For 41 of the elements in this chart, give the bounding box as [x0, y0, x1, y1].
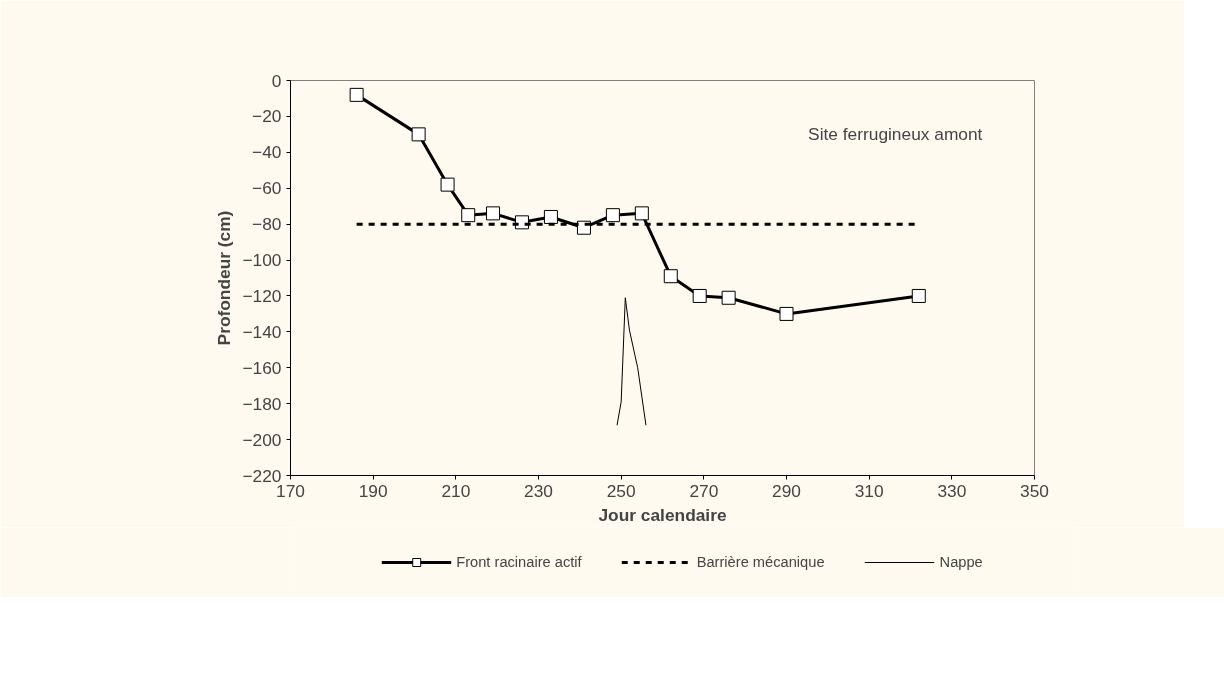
- x-tick-label: 190: [358, 480, 388, 501]
- x-tick-label: 270: [689, 480, 719, 501]
- y-tick-label: −120: [242, 285, 282, 306]
- x-tick-label: 230: [524, 480, 553, 501]
- y-tick-label: −100: [242, 250, 282, 271]
- point: [411, 127, 426, 142]
- y-tick-label: 0: [271, 70, 282, 91]
- y-tick-label: −200: [242, 429, 282, 450]
- x-tick-label: 350: [1020, 480, 1049, 501]
- point: [911, 288, 926, 303]
- x-axis-title: Jour calendaire: [598, 504, 727, 525]
- x-tick-label: 210: [441, 480, 471, 501]
- legend-label: Barrière mécanique: [696, 554, 825, 570]
- y-tick-label: −20: [252, 106, 282, 127]
- point: [543, 209, 558, 224]
- point: [440, 177, 455, 192]
- point: [663, 269, 678, 284]
- y-tick-label: −40: [252, 142, 282, 163]
- y-tick-label: −60: [252, 178, 282, 199]
- point: [721, 290, 736, 305]
- y-tick-label: −180: [242, 393, 282, 414]
- point: [605, 208, 620, 223]
- line-series: [616, 297, 647, 426]
- x-tick-label: 330: [937, 480, 967, 501]
- legend-label: Front racinaire actif: [456, 554, 582, 570]
- annotation: Site ferrugineux amont: [808, 123, 983, 144]
- point: [486, 206, 501, 221]
- point: [461, 208, 476, 223]
- point: [692, 288, 707, 303]
- legend-label: Nappe: [939, 554, 983, 570]
- point: [634, 206, 649, 221]
- y-tick-label: −160: [242, 357, 282, 378]
- y-tick-label: −140: [242, 321, 282, 342]
- point: [349, 87, 364, 102]
- y-axis-title: Profondeur (cm): [214, 210, 235, 346]
- x-tick-label: 250: [606, 480, 636, 501]
- y-tick-label: −220: [242, 465, 282, 486]
- x-tick-label: 290: [772, 480, 801, 501]
- x-tick-label: 310: [854, 480, 884, 501]
- y-tick-label: −80: [252, 214, 282, 235]
- point: [779, 306, 794, 321]
